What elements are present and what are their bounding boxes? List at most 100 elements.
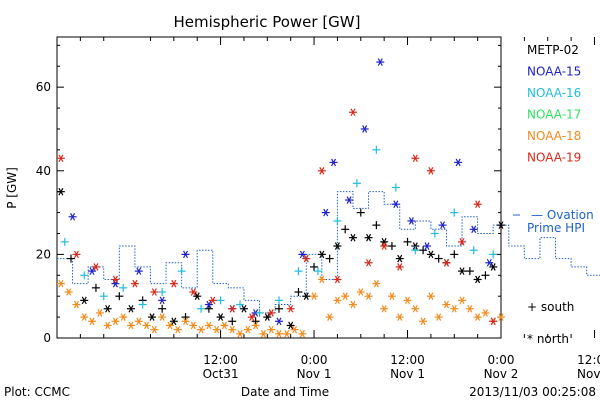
data-point-noaa-18 xyxy=(465,304,474,313)
data-point-noaa-18 xyxy=(88,317,97,326)
ovation-legend-line2: Prime HPI xyxy=(527,221,585,235)
data-point-noaa-19 xyxy=(91,263,100,271)
data-point-noaa-18 xyxy=(127,321,135,330)
data-point-noaa-18 xyxy=(298,330,307,338)
data-point-noaa-18 xyxy=(80,313,89,321)
data-point-noaa-19 xyxy=(111,275,120,284)
data-point-metp-02 xyxy=(67,254,76,263)
data-point-noaa-15 xyxy=(345,196,354,204)
data-point-noaa-18 xyxy=(290,325,299,334)
data-point-noaa-18 xyxy=(497,313,505,321)
data-point-metp-02 xyxy=(193,292,202,300)
x-tick-label-date: Nov 2 xyxy=(577,367,600,381)
plot-credit: Plot: CCMC xyxy=(4,385,70,399)
data-point-metp-02 xyxy=(310,262,319,271)
north-marker-legend: * north xyxy=(527,332,569,346)
south-marker-legend: + south xyxy=(527,300,574,314)
x-axis-label: Date and Time xyxy=(241,385,329,399)
data-point-metp-02 xyxy=(364,233,373,242)
data-point-noaa-15 xyxy=(298,250,307,259)
data-points xyxy=(56,58,505,338)
plot-timestamp: 2013/11/03 00:25:08 xyxy=(469,385,596,399)
data-point-noaa-18 xyxy=(473,313,482,321)
data-point-metp-02 xyxy=(356,208,365,217)
data-point-noaa-19 xyxy=(426,166,435,175)
data-point-noaa-16 xyxy=(119,283,128,292)
y-axis-label: P [GW] xyxy=(5,167,19,209)
data-point-noaa-19 xyxy=(364,258,373,267)
data-point-noaa-18 xyxy=(442,300,451,309)
legend-entry: NOAA-18 xyxy=(527,129,581,143)
data-point-metp-02 xyxy=(228,317,237,326)
data-point-noaa-18 xyxy=(419,317,428,326)
data-point-noaa-15 xyxy=(407,217,416,225)
legend-entry: NOAA-16 xyxy=(527,86,581,100)
data-point-noaa-18 xyxy=(356,288,365,296)
data-point-noaa-18 xyxy=(317,275,326,284)
data-point-noaa-16 xyxy=(294,267,303,276)
data-point-noaa-15 xyxy=(329,158,338,167)
data-point-metp-02 xyxy=(181,313,190,322)
data-point-noaa-15 xyxy=(376,58,385,66)
data-point-metp-02 xyxy=(103,304,112,313)
ovation-hpi-path xyxy=(57,191,600,314)
data-point-noaa-16 xyxy=(216,296,225,305)
data-point-noaa-19 xyxy=(72,250,81,259)
data-point-noaa-19 xyxy=(395,263,404,271)
data-point-metp-02 xyxy=(395,254,404,263)
data-point-metp-02 xyxy=(489,263,498,271)
data-point-noaa-18 xyxy=(212,325,221,334)
data-point-noaa-18 xyxy=(275,330,283,338)
data-point-noaa-16 xyxy=(177,267,186,276)
data-point-metp-02 xyxy=(56,187,65,196)
data-point-noaa-18 xyxy=(403,296,412,305)
data-point-noaa-16 xyxy=(80,271,89,280)
data-point-noaa-19 xyxy=(380,242,389,250)
x-tick-label-date: Nov 1 xyxy=(390,367,425,381)
data-point-noaa-15 xyxy=(181,250,190,259)
data-point-noaa-15 xyxy=(391,200,400,209)
data-point-metp-02 xyxy=(239,304,248,313)
data-point-noaa-19 xyxy=(247,313,256,321)
data-point-noaa-15 xyxy=(158,296,167,305)
data-point-noaa-19 xyxy=(317,166,326,175)
data-point-noaa-15 xyxy=(321,208,330,217)
data-point-noaa-16 xyxy=(138,300,147,309)
data-point-noaa-18 xyxy=(267,325,276,334)
data-point-noaa-19 xyxy=(489,317,498,326)
data-point-noaa-18 xyxy=(450,304,459,313)
data-point-noaa-16 xyxy=(352,179,361,188)
data-point-noaa-19 xyxy=(286,304,295,313)
data-point-noaa-19 xyxy=(473,200,482,209)
data-point-metp-02 xyxy=(481,271,490,280)
data-point-metp-02 xyxy=(158,304,167,313)
data-point-noaa-15 xyxy=(469,225,478,234)
data-point-metp-02 xyxy=(411,242,420,250)
legend-entry: NOAA-17 xyxy=(527,108,581,122)
data-point-metp-02 xyxy=(169,317,178,326)
data-point-noaa-18 xyxy=(395,313,404,321)
plot-frame xyxy=(56,36,502,339)
data-point-noaa-18 xyxy=(333,296,342,305)
data-point-noaa-18 xyxy=(95,309,104,317)
data-point-noaa-18 xyxy=(236,330,245,338)
data-point-metp-02 xyxy=(127,304,135,313)
y-tick-label: 60 xyxy=(36,80,51,94)
x-tick-label-date: Nov 2 xyxy=(484,367,519,381)
data-point-noaa-16 xyxy=(411,246,420,255)
x-tick-label-time: 12:00 xyxy=(203,353,238,367)
data-point-noaa-18 xyxy=(165,321,174,330)
data-point-metp-02 xyxy=(115,292,124,301)
data-point-noaa-19 xyxy=(333,275,342,284)
data-point-noaa-16 xyxy=(333,216,342,225)
data-point-noaa-19 xyxy=(228,304,237,313)
data-point-metp-02 xyxy=(372,221,381,230)
data-point-noaa-16 xyxy=(391,183,400,192)
data-point-noaa-18 xyxy=(56,279,65,288)
x-tick-label-time: 0:00 xyxy=(488,353,515,367)
data-point-noaa-18 xyxy=(64,288,73,296)
data-point-noaa-18 xyxy=(259,330,268,338)
data-point-noaa-18 xyxy=(111,317,120,326)
data-point-noaa-15 xyxy=(438,221,447,229)
data-point-noaa-15 xyxy=(88,267,97,275)
